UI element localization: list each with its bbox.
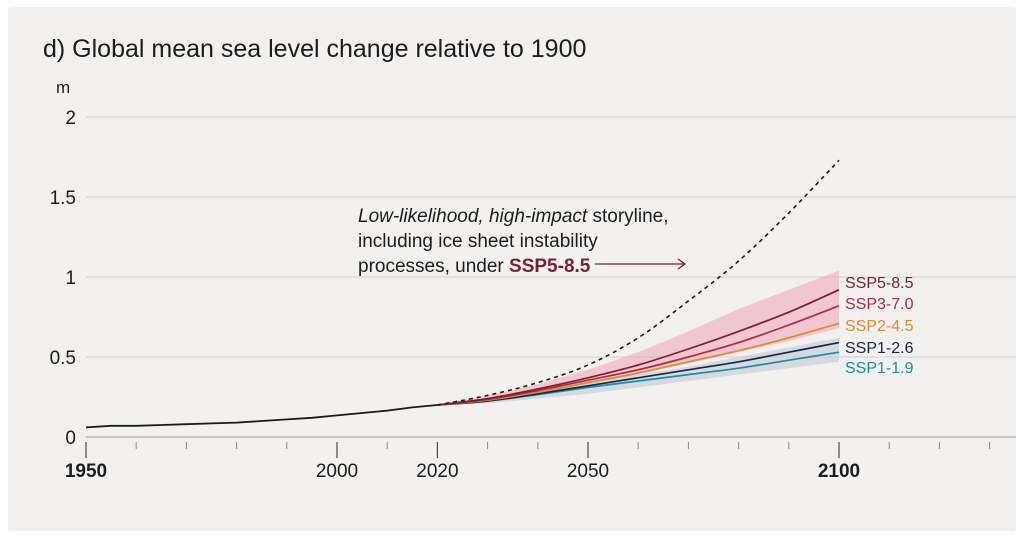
x-tick-label: 2020 bbox=[416, 461, 458, 482]
annotation-line-1-rest: storyline, bbox=[592, 206, 668, 227]
chart-title: d) Global mean sea level change relative… bbox=[43, 35, 586, 63]
series-line-SSP2-4.5 bbox=[437, 322, 840, 406]
y-tick-label: 1.5 bbox=[50, 188, 76, 209]
observed-line bbox=[85, 404, 438, 429]
series-line-SSP1-2.6 bbox=[437, 341, 840, 406]
y-tick-label: 1 bbox=[65, 268, 76, 289]
uncertainty-bands bbox=[437, 270, 839, 405]
series-line-SSP3-7.0 bbox=[437, 305, 840, 406]
y-axis-ticks: 0 0.5 1 1.5 2 bbox=[50, 108, 76, 449]
series-label: SSP3-7.0 bbox=[845, 296, 914, 313]
y-tick-label: 0.5 bbox=[50, 348, 76, 369]
series-labels: SSP5-8.5 SSP3-7.0 SSP2-4.5 SSP1-2.6 SSP1-1.9 bbox=[845, 275, 914, 377]
series-label: SSP1-2.6 bbox=[845, 340, 914, 357]
annotation-line-1: Low-likelihood, high-impact storyline, bbox=[358, 206, 669, 227]
series-line-SSP5-8.5 bbox=[437, 289, 840, 406]
arrow-head bbox=[677, 258, 687, 270]
storyline-dashed-line bbox=[437, 159, 840, 406]
band-SSP1-1.9 bbox=[437, 337, 839, 405]
annotation-highlight: SSP5-8.5 bbox=[509, 256, 591, 277]
x-tick-label: 1950 bbox=[65, 461, 107, 482]
annotation-italic-a: Low-likelihood, bbox=[358, 206, 484, 227]
band-SSP5-8.5 bbox=[437, 270, 839, 405]
gridlines bbox=[86, 116, 1016, 438]
data-series bbox=[85, 159, 840, 429]
series-label: SSP1-1.9 bbox=[845, 360, 914, 377]
x-tick-label: 2050 bbox=[567, 461, 609, 482]
y-tick-label: 0 bbox=[65, 428, 76, 449]
annotation-line-2: including ice sheet instability bbox=[358, 231, 598, 252]
annotation-italic-b: high-impact bbox=[489, 206, 588, 227]
annotation-line-3: processes, under SSP5-8.5 bbox=[358, 256, 591, 277]
chart-panel: d) Global mean sea level change relative… bbox=[8, 7, 1016, 531]
y-axis-unit: m bbox=[56, 78, 70, 97]
series-label: SSP2-4.5 bbox=[845, 318, 914, 335]
annotation-arrow bbox=[594, 258, 687, 270]
sea-level-chart: d) Global mean sea level change relative… bbox=[43, 35, 1016, 482]
y-tick-label: 2 bbox=[65, 108, 76, 129]
annotation-line-3-prefix: processes, under bbox=[358, 256, 509, 277]
series-label: SSP5-8.5 bbox=[845, 275, 914, 292]
x-tick-label: 2100 bbox=[818, 461, 860, 482]
x-axis-ticks: 1950 2000 2020 2050 2100 bbox=[65, 442, 991, 482]
x-tick-label: 2000 bbox=[316, 461, 358, 482]
